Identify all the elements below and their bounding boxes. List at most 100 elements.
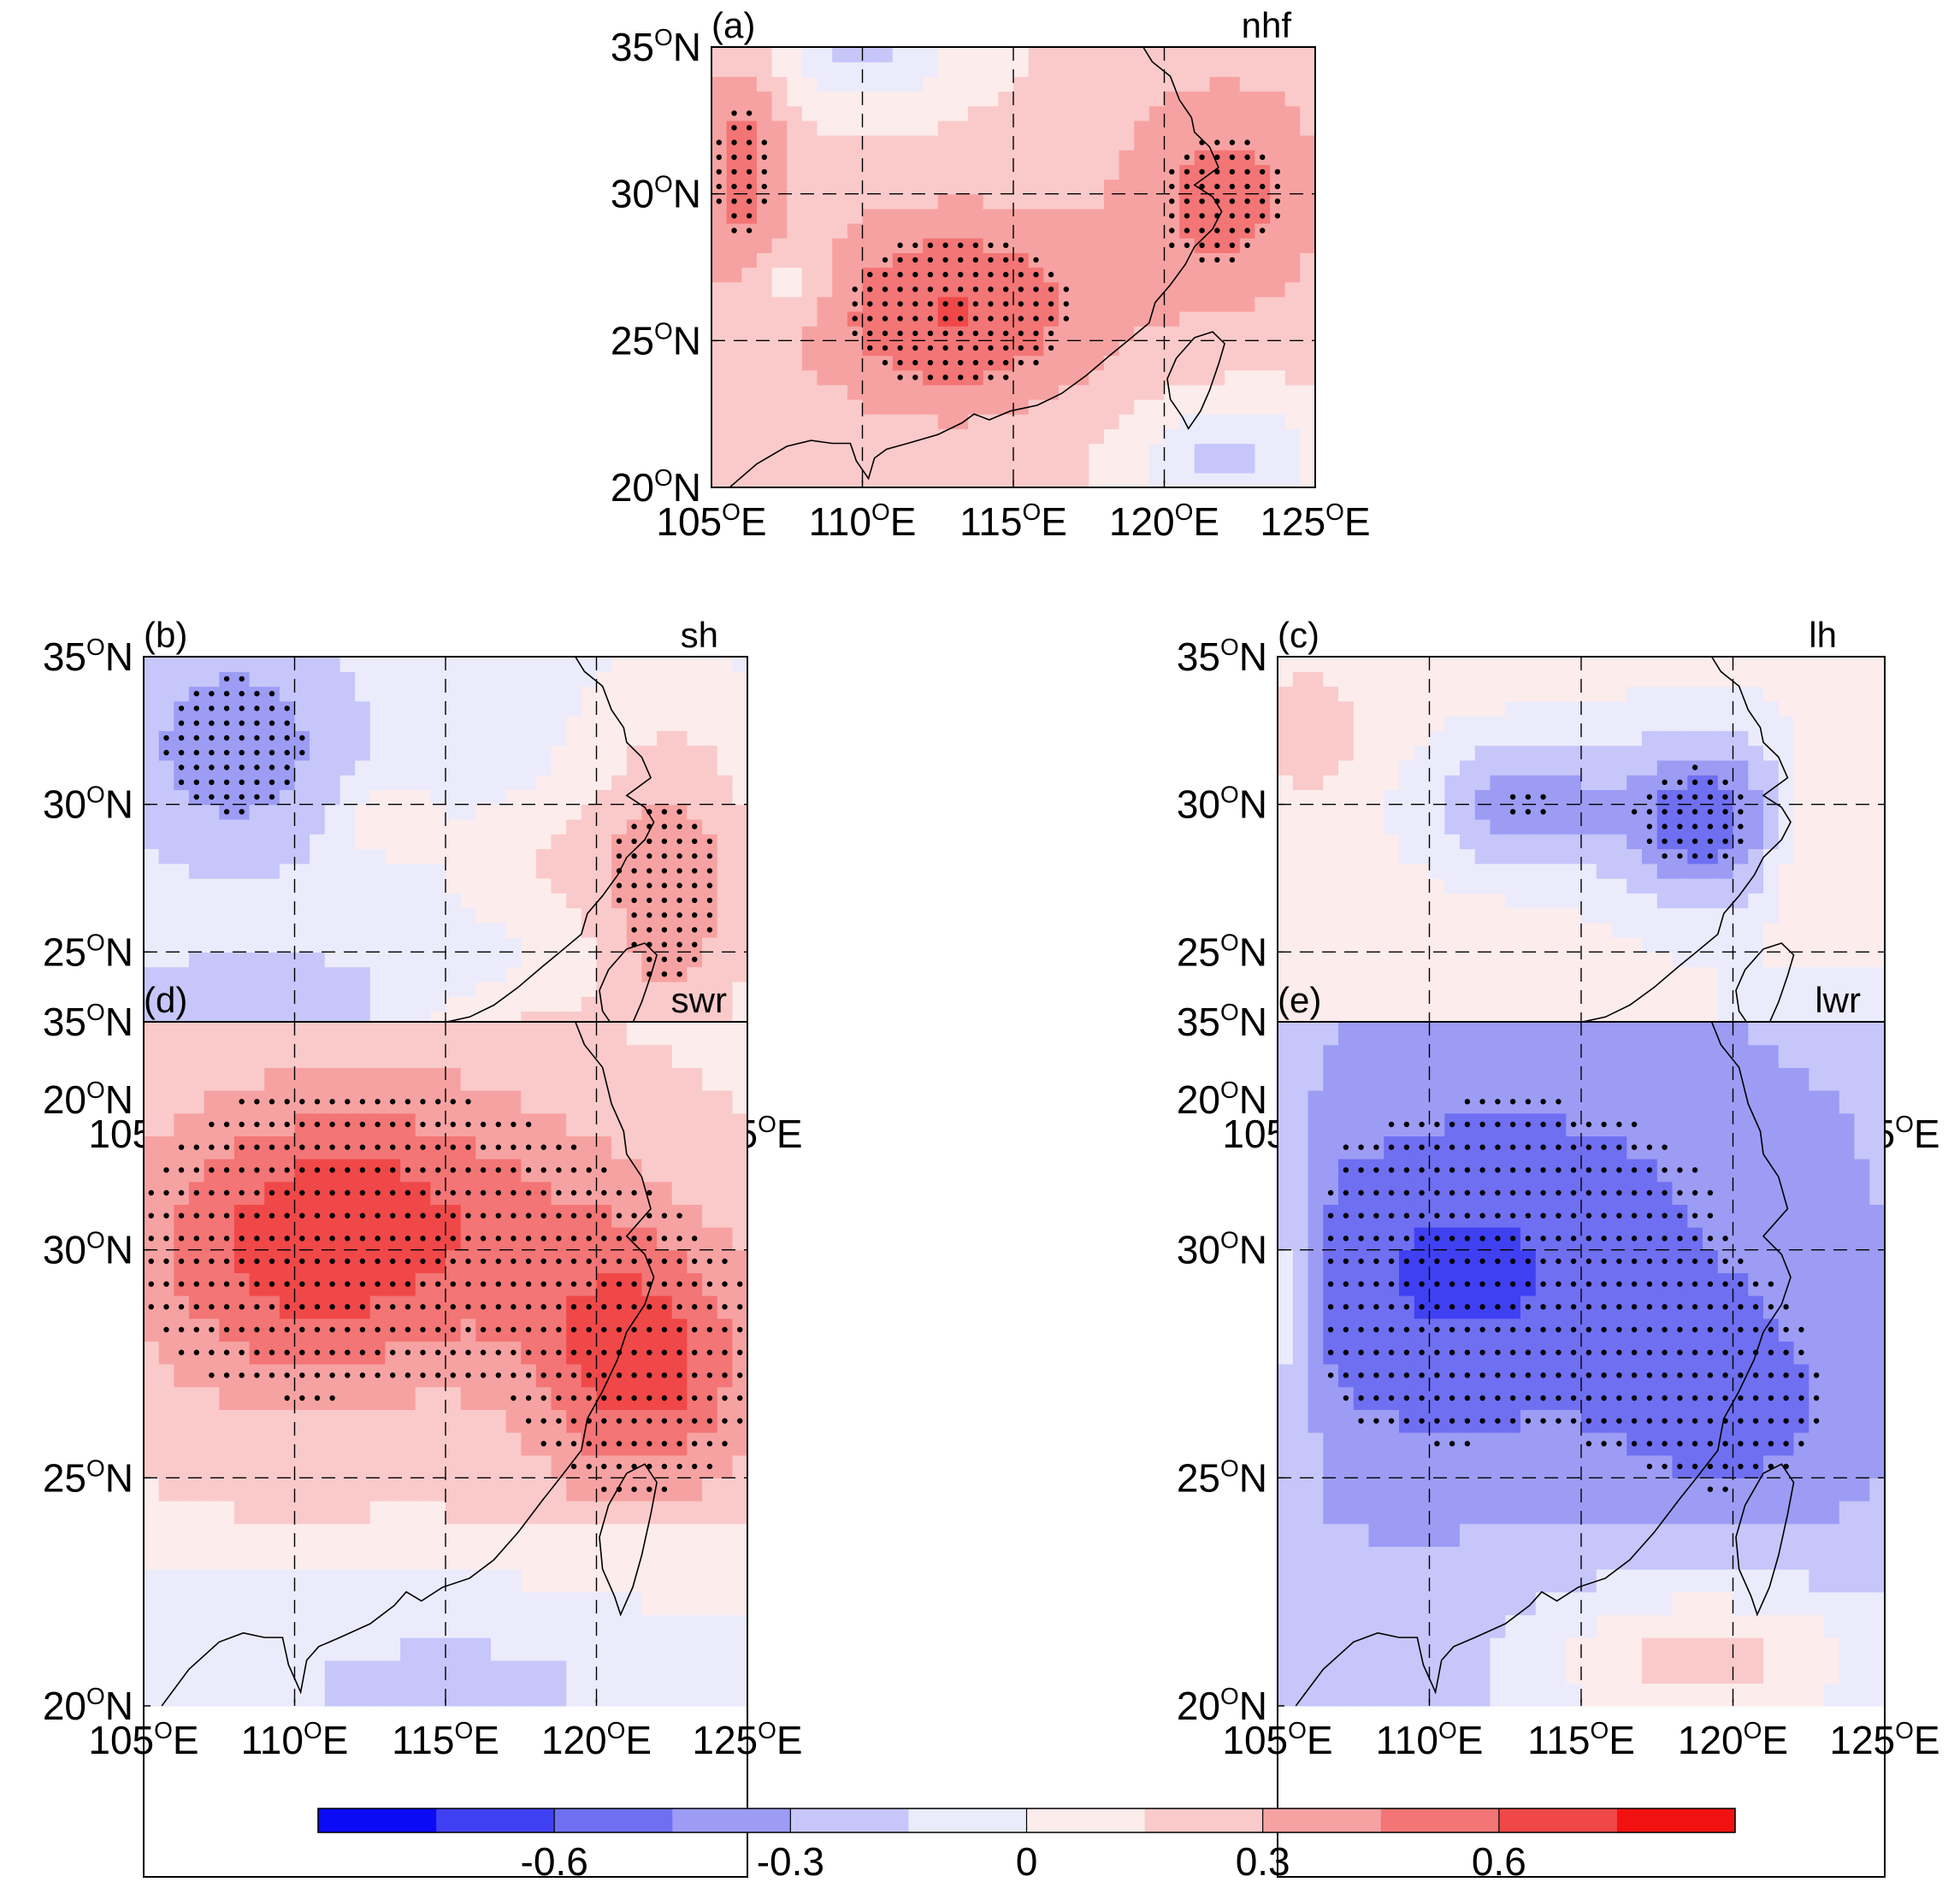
field-cell: [144, 1364, 160, 1388]
field-cell: [204, 834, 220, 850]
field-cell: [937, 164, 954, 180]
field-cell: [1300, 369, 1315, 386]
field-cell: [264, 1386, 280, 1410]
significance-dot: [676, 941, 682, 947]
field-cell: [1793, 878, 1809, 894]
field-cell: [355, 1683, 371, 1707]
field-cell: [1278, 716, 1294, 731]
significance-dot: [254, 735, 260, 741]
field-cell: [1284, 193, 1301, 209]
field-cell: [1626, 834, 1643, 850]
field-cell: [1119, 369, 1135, 386]
field-cell: [415, 834, 431, 850]
field-cell: [566, 952, 582, 968]
field-cell: [1399, 848, 1415, 864]
field-cell: [491, 804, 507, 820]
field-cell: [400, 981, 416, 997]
field-cell: [385, 922, 401, 938]
field-cell: [385, 966, 401, 982]
field-cell: [1550, 966, 1567, 982]
field-cell: [1429, 716, 1445, 731]
field-cell: [1384, 818, 1400, 835]
field-cell: [475, 1501, 492, 1525]
significance-dot: [1018, 271, 1024, 278]
significance-dot: [731, 139, 737, 145]
field-cell: [551, 848, 567, 864]
field-cell: [324, 818, 341, 835]
field-cell: [430, 878, 446, 894]
field-cell: [1255, 252, 1271, 268]
field-cell: [324, 981, 341, 997]
field-cell: [294, 893, 310, 909]
field-cell: [1733, 686, 1749, 702]
field-cell: [188, 907, 205, 923]
field-cell: [446, 789, 462, 805]
field-cell: [711, 76, 728, 92]
field-cell: [1763, 700, 1780, 717]
field-cell: [787, 340, 803, 357]
field-cell: [1687, 907, 1703, 923]
field-cell: [415, 818, 431, 835]
field-cell: [1073, 472, 1089, 487]
field-cell: [1869, 996, 1885, 1012]
field-cell: [1763, 863, 1780, 879]
field-cell: [1013, 91, 1030, 107]
field-cell: [369, 686, 387, 702]
field-cell: [1148, 208, 1166, 224]
field-cell: [294, 1409, 310, 1433]
field-cell: [1596, 700, 1613, 717]
field-cell: [1824, 700, 1840, 717]
significance-dot: [254, 794, 260, 800]
field-cell: [1474, 863, 1491, 879]
field-cell: [475, 878, 492, 894]
field-cell: [1824, 893, 1840, 909]
field-cell: [596, 657, 612, 672]
field-cell: [460, 745, 476, 761]
field-cell: [1270, 252, 1286, 268]
field-cell: [249, 1569, 265, 1593]
field-cell: [732, 848, 747, 864]
field-cell: [204, 937, 220, 953]
field-cell: [566, 1501, 582, 1525]
significance-dot: [1662, 779, 1668, 785]
field-cell: [1300, 238, 1315, 253]
field-cell: [923, 179, 939, 195]
field-cell: [1748, 981, 1764, 997]
field-cell: [385, 804, 401, 820]
field-cell: [892, 193, 909, 209]
field-cell: [158, 1136, 174, 1159]
field-cell: [400, 818, 416, 835]
significance-dot: [1662, 853, 1668, 859]
field-cell: [460, 759, 476, 776]
significance-dot: [942, 359, 948, 366]
field-cell: [1869, 716, 1885, 731]
field-cell: [1733, 863, 1749, 879]
field-cell: [923, 91, 939, 107]
field-cell: [1626, 730, 1643, 746]
field-cell: [702, 804, 718, 820]
field-cell: [1581, 804, 1597, 820]
field-cell: [1300, 179, 1315, 195]
significance-dot: [706, 882, 713, 888]
field-cell: [158, 1112, 174, 1136]
field-cell: [1300, 164, 1315, 180]
field-cell: [596, 893, 612, 909]
field-cell: [1059, 384, 1075, 400]
field-cell: [385, 1523, 401, 1547]
field-cell: [415, 1614, 431, 1638]
field-cell: [732, 730, 747, 746]
field-cell: [535, 759, 552, 776]
field-cell: [717, 893, 733, 909]
field-cell: [1793, 922, 1809, 938]
field-cell: [1323, 966, 1339, 982]
field-cell: [1566, 700, 1582, 717]
field-cell: [188, 804, 205, 820]
significance-dot: [1722, 779, 1728, 785]
field-cell: [1353, 834, 1370, 850]
field-cell: [1384, 834, 1400, 850]
field-cell: [324, 789, 341, 805]
field-cell: [1148, 472, 1166, 487]
field-cell: [1300, 223, 1315, 239]
field-cell: [369, 952, 387, 968]
